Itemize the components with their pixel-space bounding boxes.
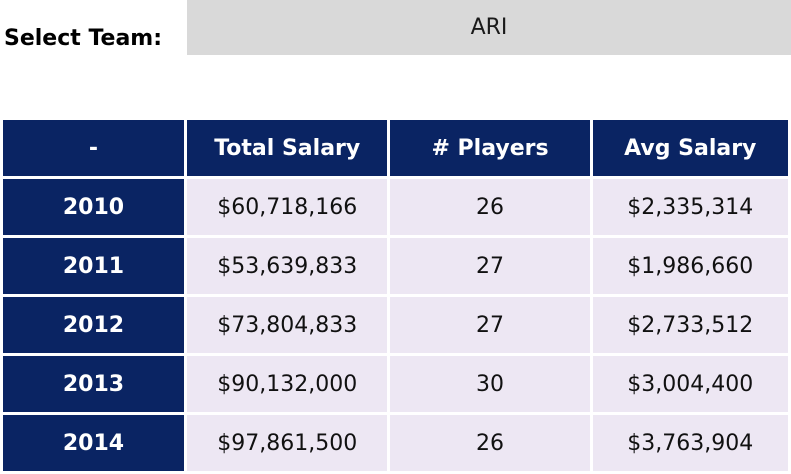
avg-salary-cell: $3,763,904 xyxy=(589,412,791,474)
total-salary-cell: $53,639,833 xyxy=(183,235,391,297)
salary-table: - Total Salary # Players Avg Salary 2010… xyxy=(0,117,791,474)
header-players: # Players xyxy=(387,117,593,179)
players-cell: 26 xyxy=(387,176,593,238)
table-header-row: - Total Salary # Players Avg Salary xyxy=(0,117,791,179)
table-row: 2014 $97,861,500 26 $3,763,904 xyxy=(0,412,791,474)
header-avg-salary: Avg Salary xyxy=(589,117,791,179)
total-salary-cell: $97,861,500 xyxy=(183,412,391,474)
team-dropdown[interactable]: ARI xyxy=(187,0,791,55)
year-cell: 2013 xyxy=(0,353,187,415)
players-cell: 27 xyxy=(387,235,593,297)
table-row: 2011 $53,639,833 27 $1,986,660 xyxy=(0,235,791,297)
avg-salary-cell: $2,335,314 xyxy=(589,176,791,238)
total-salary-cell: $73,804,833 xyxy=(183,294,391,356)
table-row: 2010 $60,718,166 26 $2,335,314 xyxy=(0,176,791,238)
avg-salary-cell: $3,004,400 xyxy=(589,353,791,415)
year-cell: 2010 xyxy=(0,176,187,238)
players-cell: 27 xyxy=(387,294,593,356)
players-cell: 30 xyxy=(387,353,593,415)
players-cell: 26 xyxy=(387,412,593,474)
table-row: 2013 $90,132,000 30 $3,004,400 xyxy=(0,353,791,415)
year-cell: 2011 xyxy=(0,235,187,297)
year-cell: 2012 xyxy=(0,294,187,356)
total-salary-cell: $90,132,000 xyxy=(183,353,391,415)
select-team-label: Select Team: xyxy=(4,26,163,51)
total-salary-cell: $60,718,166 xyxy=(183,176,391,238)
table-row: 2012 $73,804,833 27 $2,733,512 xyxy=(0,294,791,356)
avg-salary-cell: $2,733,512 xyxy=(589,294,791,356)
header-year: - xyxy=(0,117,187,179)
avg-salary-cell: $1,986,660 xyxy=(589,235,791,297)
year-cell: 2014 xyxy=(0,412,187,474)
header-total-salary: Total Salary xyxy=(183,117,391,179)
